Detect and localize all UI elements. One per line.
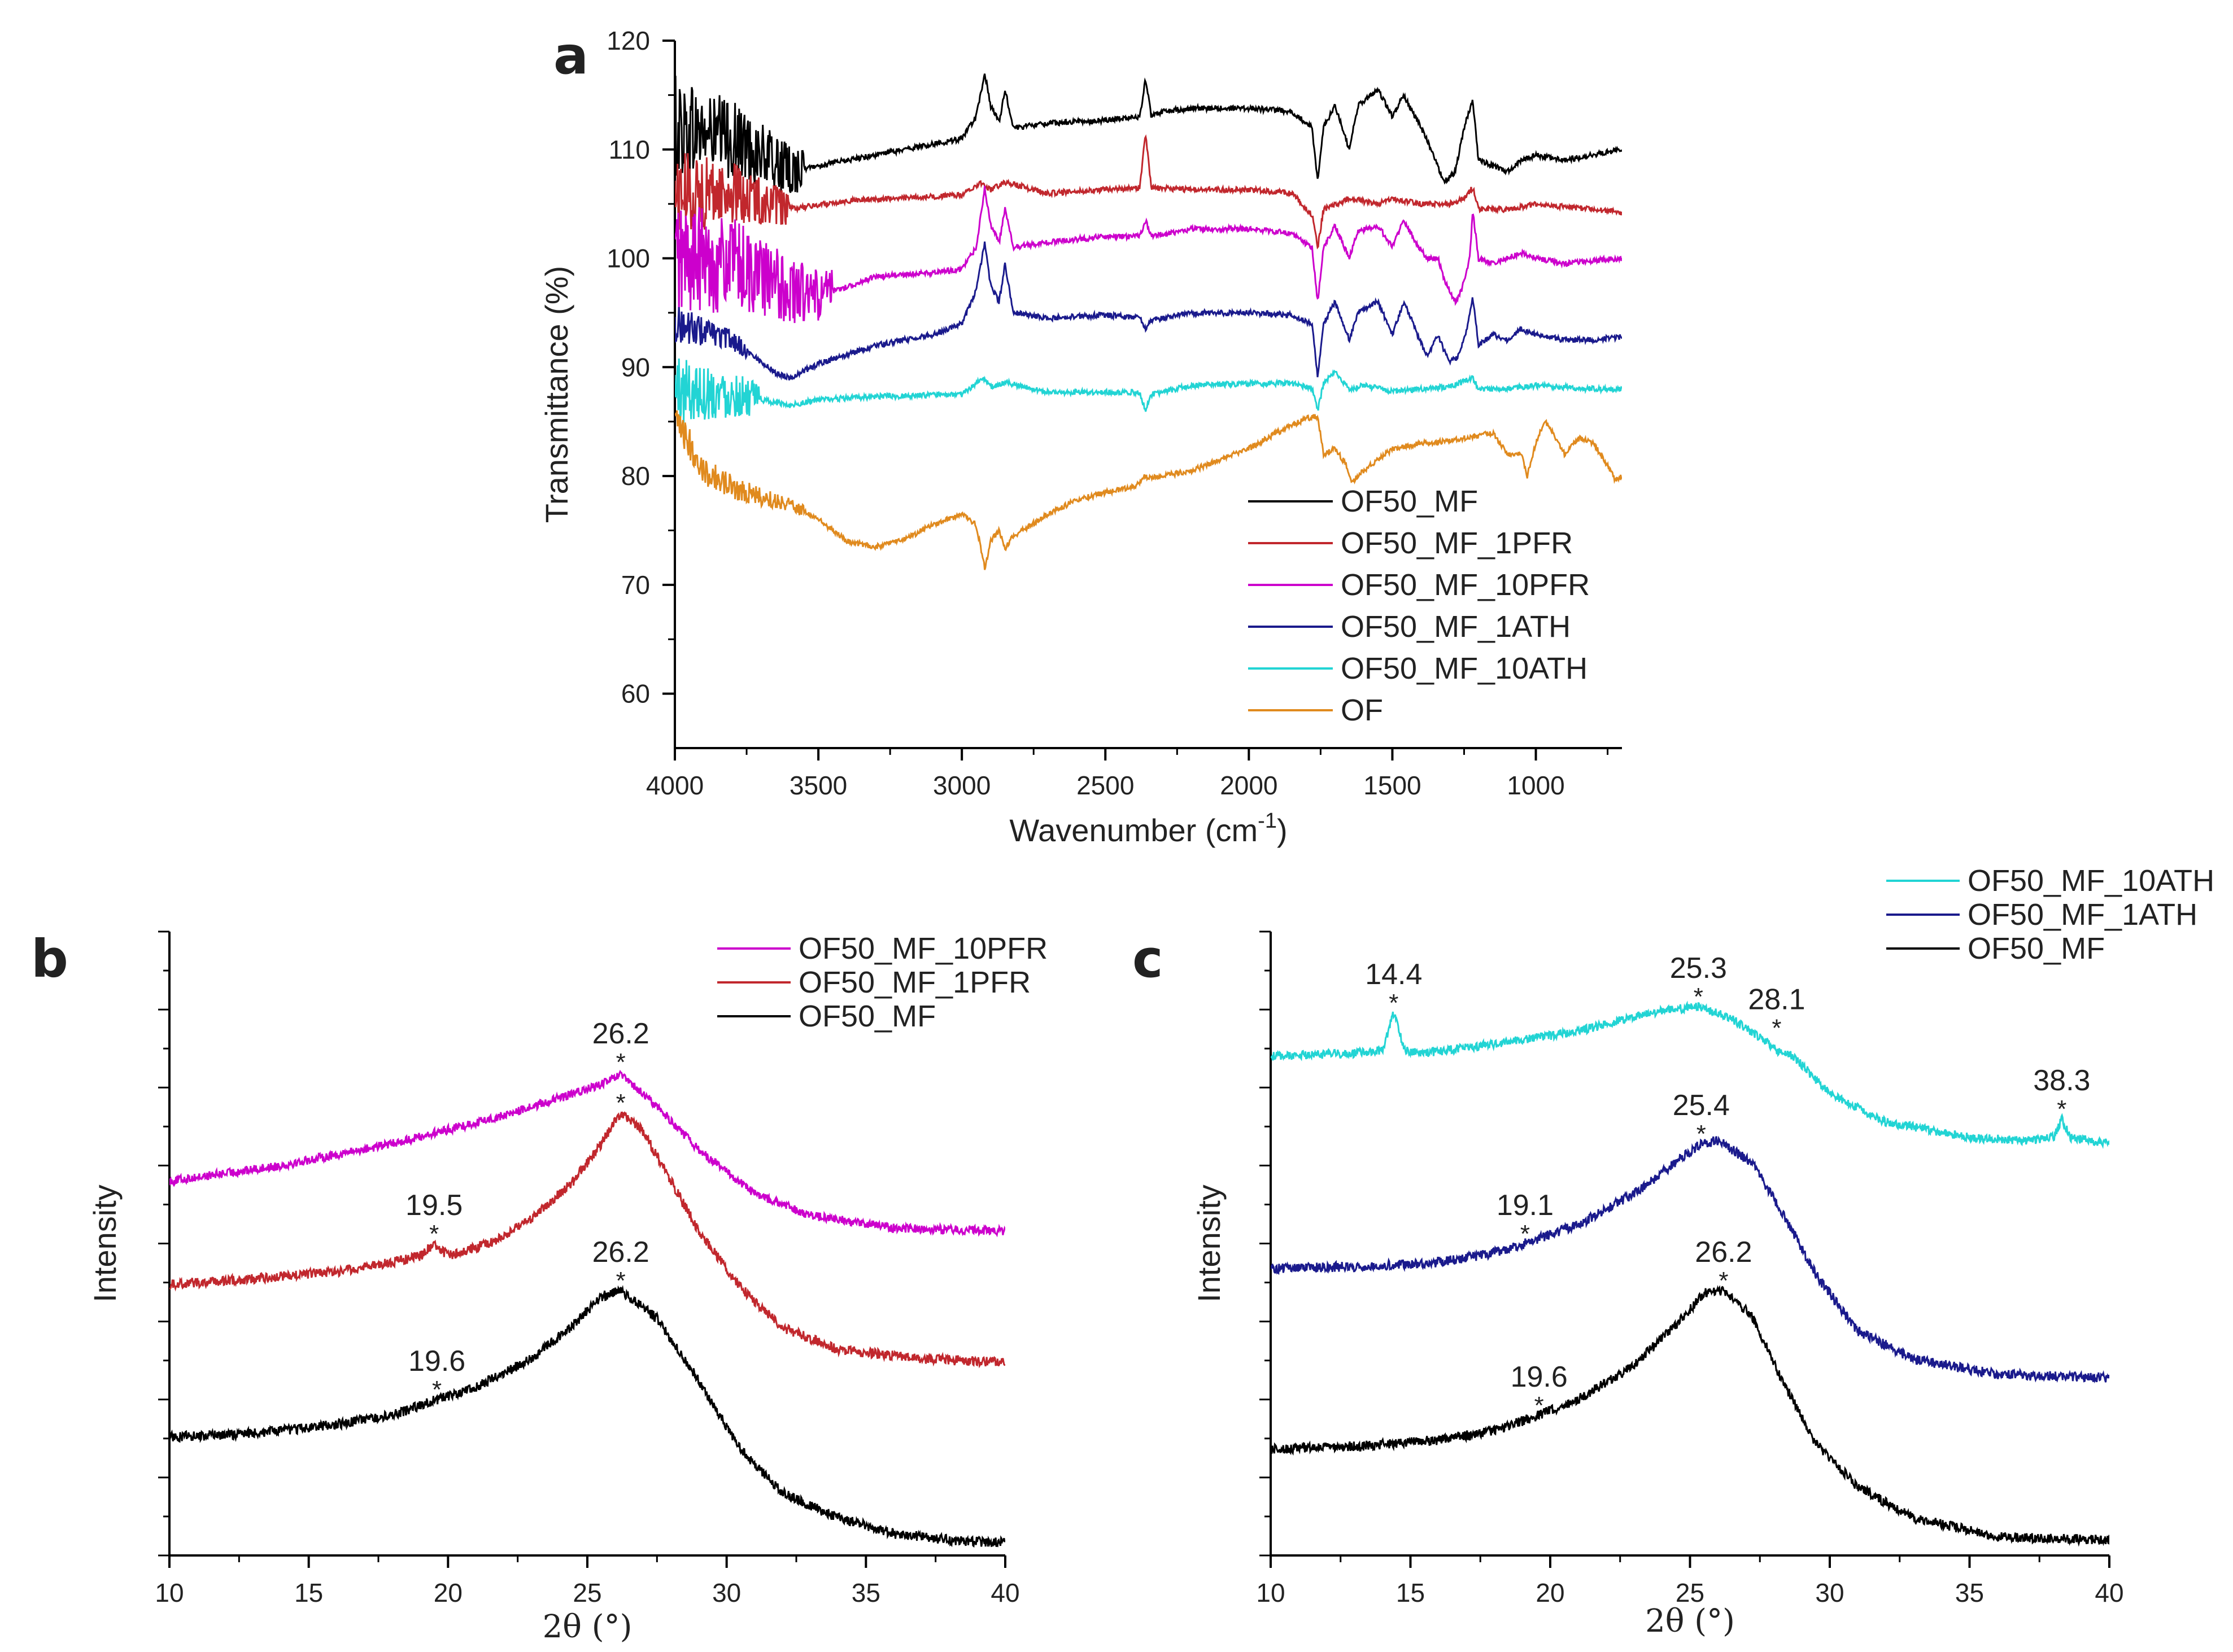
x-tick-label: 20 — [434, 1578, 463, 1607]
peak-label: 14.4 — [1365, 958, 1422, 991]
legend-label: OF50_MF_1PFR — [1341, 526, 1573, 560]
peak-label: 28.1 — [1748, 983, 1805, 1016]
x-tick-label: 40 — [2095, 1578, 2123, 1607]
peak-label: 19.1 — [1497, 1189, 1554, 1222]
y-axis-title: Transmittance (%) — [539, 266, 574, 523]
x-tick-label: 35 — [1955, 1578, 1984, 1607]
x-tick-label: 10 — [155, 1578, 184, 1607]
y-tick-label: 110 — [609, 135, 650, 164]
peak-marker: * — [1772, 1014, 1781, 1042]
x-tick-label: 30 — [1815, 1578, 1844, 1607]
legend-label: OF50_MF — [1968, 932, 2105, 965]
series-line-of50-mf-1ath — [675, 241, 1622, 381]
peak-marker: * — [616, 1267, 626, 1295]
peak-label: 38.3 — [2033, 1064, 2090, 1097]
peak-label: 26.2 — [592, 1236, 649, 1269]
series-line-of50-mf-10ath — [675, 358, 1622, 423]
x-tick-label: 40 — [991, 1578, 1019, 1607]
series-line-of50-mf-1ath — [1271, 1135, 2109, 1384]
x-tick-label: 10 — [1256, 1578, 1285, 1607]
x-axis-title-sup: -1 — [1258, 809, 1277, 833]
series-line-of50-mf — [675, 73, 1622, 193]
legend-label: OF50_MF_1ATH — [1341, 610, 1571, 644]
peak-label: 25.3 — [1670, 952, 1727, 985]
panel-label: b — [31, 929, 68, 989]
series-line-of50-mf-1pfr — [169, 1111, 1005, 1369]
peak-label: 19.5 — [405, 1189, 463, 1222]
x-tick-label: 1000 — [1507, 771, 1564, 800]
peak-marker: * — [616, 1089, 626, 1117]
x-axis-title-tail: ) — [1277, 812, 1288, 848]
series-line-of50-mf-10pfr — [169, 1069, 1005, 1238]
x-tick-label: 3500 — [790, 771, 847, 800]
peak-marker: * — [429, 1220, 439, 1248]
x-tick-label: 25 — [573, 1578, 601, 1607]
x-tick-label: 2000 — [1220, 771, 1277, 800]
x-axis-title: 2θ (°) — [1645, 1603, 1735, 1640]
legend-label: OF50_MF — [1341, 484, 1478, 518]
x-tick-label: 4000 — [646, 771, 704, 800]
series-line-of50-mf-10pfr — [675, 185, 1622, 324]
peak-marker: * — [1696, 1120, 1706, 1148]
y-tick-label: 100 — [607, 244, 650, 273]
panel-label: c — [1132, 929, 1163, 989]
series-line-of50-mf — [169, 1284, 1005, 1548]
x-tick-label: 20 — [1536, 1578, 1564, 1607]
peak-label: 19.6 — [1511, 1361, 1568, 1393]
y-tick-label: 90 — [621, 352, 650, 382]
peak-marker: * — [616, 1048, 626, 1076]
legend-label: OF50_MF_1PFR — [799, 965, 1031, 999]
legend-label: OF50_MF_10ATH — [1968, 864, 2214, 898]
x-tick-label: 15 — [1396, 1578, 1425, 1607]
series-line-of50-mf — [1271, 1285, 2109, 1547]
peak-marker: * — [432, 1376, 442, 1404]
legend-label: OF50_MF_10PFR — [1341, 568, 1590, 602]
peak-marker: * — [1719, 1267, 1728, 1295]
legend-label: OF50_MF_10PFR — [799, 932, 1048, 965]
y-axis-title: Intensity — [1191, 1185, 1227, 1303]
series-line-of — [675, 410, 1622, 570]
peak-label: 25.4 — [1673, 1089, 1730, 1122]
legend-label: OF50_MF_10ATH — [1341, 652, 1587, 685]
y-tick-label: 80 — [621, 461, 650, 491]
peak-marker: * — [1694, 983, 1703, 1011]
x-tick-label: 35 — [852, 1578, 880, 1607]
peak-marker: * — [1389, 989, 1398, 1017]
peak-label: 19.6 — [408, 1345, 465, 1378]
legend-label: OF50_MF — [799, 999, 936, 1033]
x-axis-title: 2θ (°) — [543, 1609, 633, 1645]
peak-label: 26.2 — [592, 1017, 649, 1050]
y-tick-label: 120 — [607, 26, 650, 55]
legend-label: OF50_MF_1ATH — [1968, 898, 2197, 932]
x-tick-label: 15 — [294, 1578, 323, 1607]
peak-marker: * — [1520, 1220, 1530, 1248]
chart-panel-a: a 4000 3500 3000 2500 2000 1500 1000 60 70 80 90 100… — [539, 25, 1622, 848]
series-line-of50-mf-1pfr — [675, 134, 1622, 250]
x-tick-label: 25 — [1676, 1578, 1704, 1607]
x-tick-label: 2500 — [1076, 771, 1134, 800]
y-tick-label: 70 — [621, 570, 650, 600]
panel-label: a — [553, 25, 588, 86]
peak-marker: * — [1534, 1392, 1544, 1419]
series-line-of50-mf-10ath — [1271, 1000, 2109, 1149]
x-axis-title: Wavenumber (cm-1) — [1009, 809, 1287, 848]
y-tick-label: 60 — [621, 679, 650, 709]
x-tick-label: 3000 — [933, 771, 991, 800]
y-axis-title: Intensity — [87, 1185, 123, 1303]
legend-label: OF — [1341, 693, 1383, 727]
peak-marker: * — [2057, 1095, 2066, 1123]
x-tick-label: 1500 — [1363, 771, 1421, 800]
x-tick-label: 30 — [712, 1578, 741, 1607]
peak-label: 26.2 — [1695, 1236, 1752, 1269]
